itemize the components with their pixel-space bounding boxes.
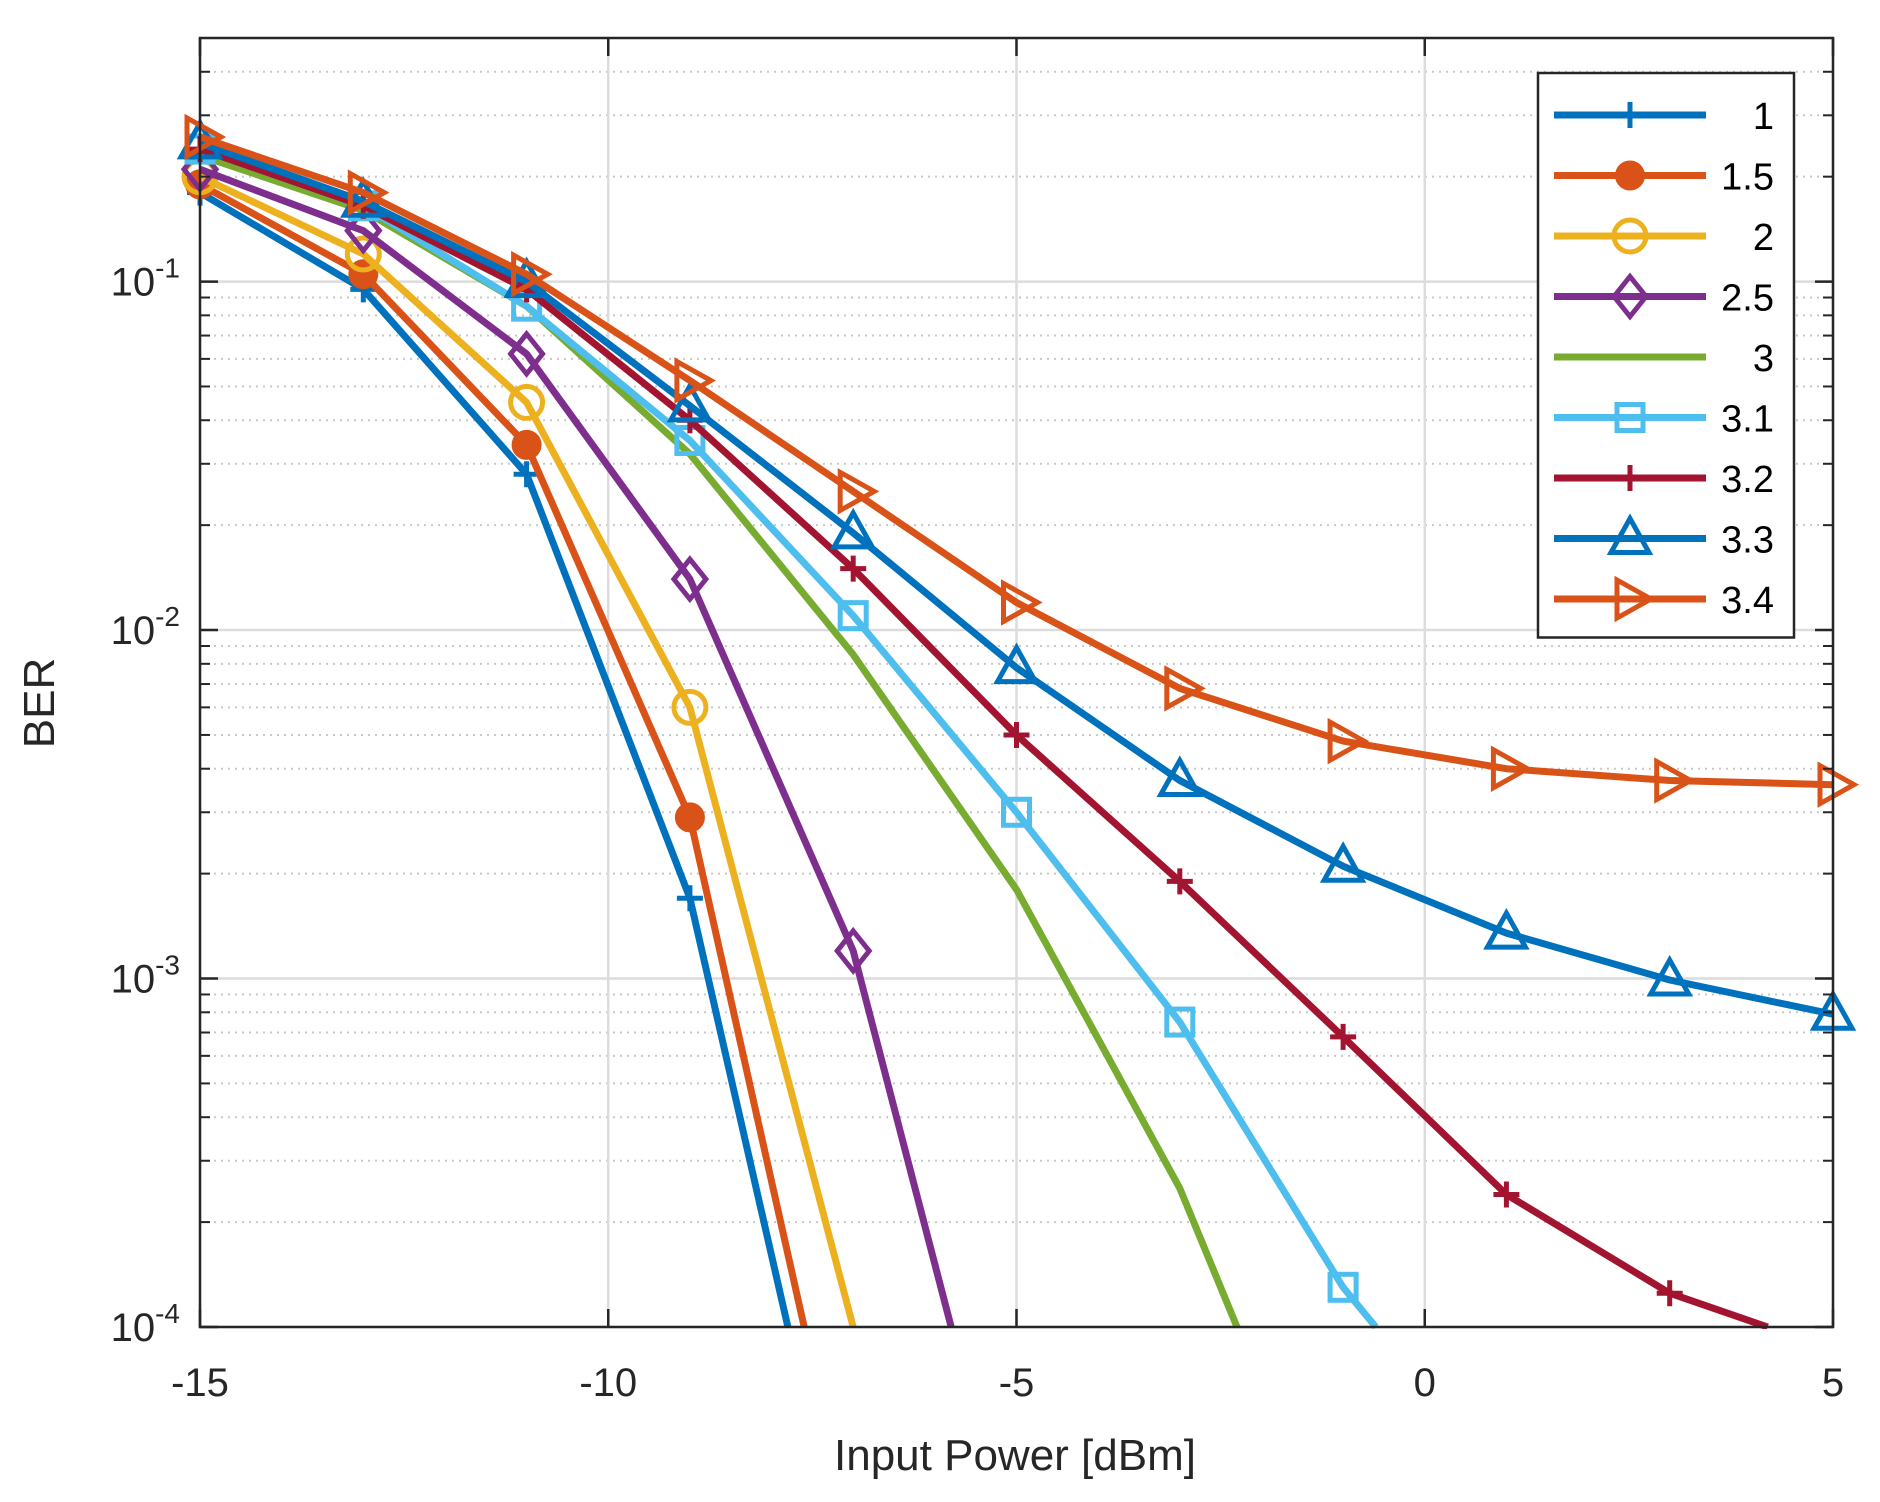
data-point-1.5 [513,431,541,459]
legend-label-3.3: 3.3 [1721,520,1774,562]
y-tick-label: 10-2 [111,601,180,653]
x-tick-label: 5 [1822,1361,1844,1405]
x-tick-label: -5 [999,1361,1035,1405]
legend-label-3.2: 3.2 [1721,459,1774,501]
x-tick-label: -10 [579,1361,637,1405]
x-axis-title: Input Power [dBm] [834,1431,1196,1480]
y-axis-title: BER [15,658,64,748]
legend-label-1: 1 [1753,96,1774,138]
ber-chart: 10-1 10-2 10-3 10-4 -15 -10 -5 0 5 1 1.5 2 2.5 3 3.1 3… [0,0,1880,1502]
data-point-1.5 [676,803,704,831]
legend-label-3.1: 3.1 [1721,399,1774,441]
legend-label-2: 2 [1753,217,1774,259]
legend-label-1.5: 1.5 [1721,157,1774,199]
legend-label-3: 3 [1753,338,1774,380]
legend-label-3.4: 3.4 [1721,580,1774,622]
legend-label-2.5: 2.5 [1721,278,1774,320]
legend: 1 1.5 2 2.5 3 3.1 3.2 3.3 3.4 [1538,73,1794,638]
x-tick-label: -15 [171,1361,229,1405]
y-tick-label: 10-3 [111,950,180,1002]
y-tick-label: 10-1 [111,253,180,305]
x-tick-label: 0 [1414,1361,1436,1405]
y-tick-label: 10-4 [111,1298,180,1350]
legend-marker-1.5 [1616,162,1644,190]
